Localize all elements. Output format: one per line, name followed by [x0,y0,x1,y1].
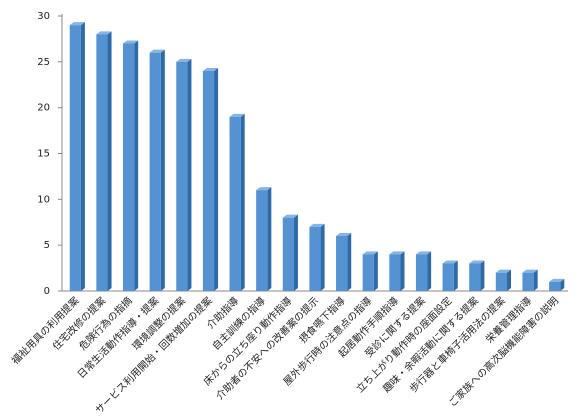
bar-top [202,68,219,71]
bar-side [320,223,325,291]
bar [256,190,268,291]
bar [549,281,561,291]
bar-top [229,113,245,117]
bar-top [549,278,565,282]
bar-side [240,113,245,291]
bar-side [533,269,538,291]
bar [69,25,81,292]
bar [309,226,321,291]
bar-side [373,251,378,291]
bar [176,61,188,292]
bar [522,272,534,291]
bar-top [362,251,378,255]
bar-side [453,260,458,291]
y-tick-label: 30 [37,11,50,22]
bar-top [336,233,352,236]
bar-top [415,251,432,255]
bar-top [309,223,325,227]
bar [202,71,215,291]
bar [389,254,401,291]
bar-top [442,260,458,264]
bar-top [256,187,272,191]
bar [122,43,135,291]
y-tick-label: 10 [37,194,50,205]
bar-top [96,31,112,35]
bar [415,254,428,291]
bar-side [187,58,192,292]
y-tick-label: 25 [37,57,50,68]
bar [229,116,241,291]
bar-top [149,49,165,53]
bar-top [69,22,85,26]
bar [96,34,108,291]
bar-side [267,187,272,291]
y-tick-label: 0 [44,286,50,297]
bar-side [80,22,85,292]
bar-side [347,233,352,291]
bar [282,217,294,291]
bar [149,52,161,291]
bar-side [214,68,219,291]
bar-side [400,251,405,291]
bar [469,263,481,291]
bar-side [293,214,298,291]
bar-top [522,269,538,273]
bar-side [134,40,139,291]
bar [362,254,374,291]
bar-side [480,260,485,291]
bar-top [282,214,298,218]
bar [336,236,348,291]
bar-side [560,278,565,291]
bar-top [495,269,512,273]
bar-side [427,251,432,291]
bar-top [469,260,485,264]
bar [495,272,508,291]
bar-top [389,251,405,255]
bar-side [160,49,165,291]
y-tick-label: 5 [44,240,50,251]
bar-top [122,40,139,44]
bar-side [107,31,112,291]
y-tick-label: 15 [37,149,50,160]
y-tick-label: 20 [37,103,50,114]
bar-side [507,269,512,291]
bar [442,263,454,291]
bar-top [176,58,192,62]
